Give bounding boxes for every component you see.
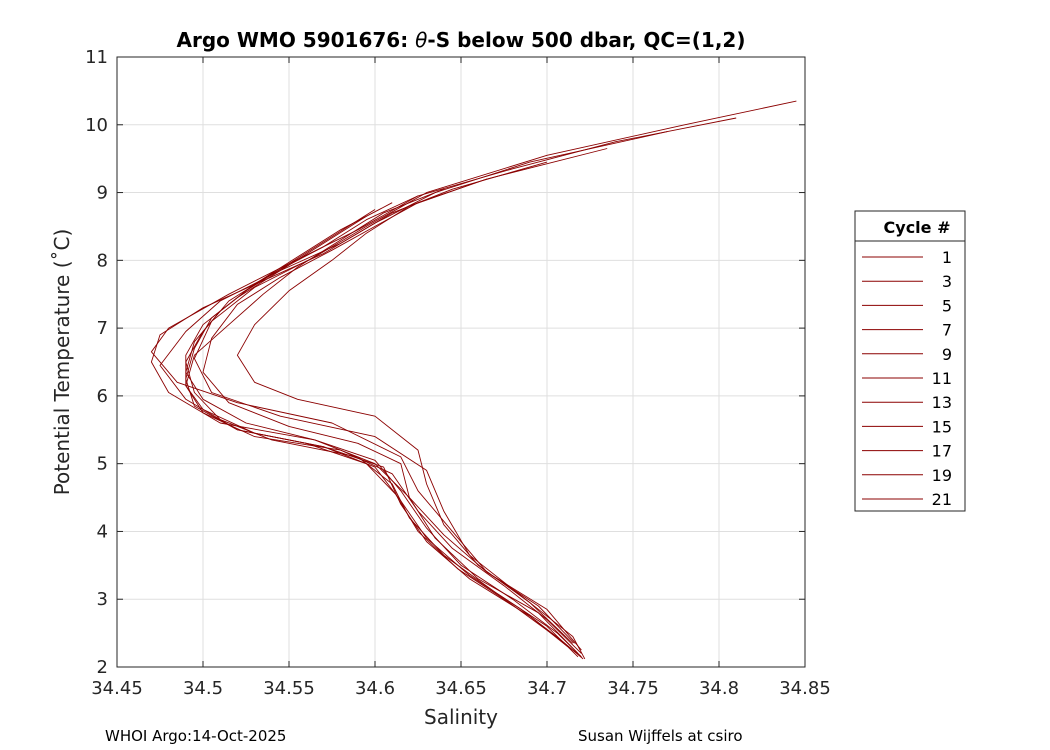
y-tick-label: 3: [97, 589, 108, 610]
y-axis-label: Potential Temperature (˚C): [50, 229, 74, 496]
y-tick-label: 2: [97, 657, 108, 678]
legend-box: [854, 210, 966, 512]
x-tick-label: 34.7: [527, 678, 567, 699]
series-line-cycle-21: [185, 215, 584, 660]
y-tick-label: 10: [85, 115, 108, 136]
y-tick-label: 5: [97, 454, 108, 475]
legend-label-cycle-17: 17: [932, 442, 952, 461]
y-tick-label: 6: [97, 386, 108, 407]
x-tick-label: 34.85: [779, 678, 831, 699]
x-tick-label: 34.65: [435, 678, 487, 699]
legend-title: Cycle #: [884, 218, 951, 237]
legend-label-cycle-1: 1: [942, 248, 952, 267]
legend-label-cycle-9: 9: [942, 345, 952, 364]
footer-left: WHOI Argo:14-Oct-2025: [105, 727, 286, 745]
series-line-cycle-19: [185, 209, 582, 658]
x-tick-label: 34.75: [607, 678, 659, 699]
legend-label-cycle-5: 5: [942, 296, 952, 315]
chart-title: Argo WMO 5901676: θ-S below 500 dbar, QC…: [177, 28, 746, 52]
legend-label-cycle-13: 13: [932, 393, 952, 412]
y-tick-label: 4: [97, 521, 108, 542]
tick-marks: [116, 56, 806, 668]
y-tick-label: 11: [85, 47, 108, 68]
x-tick-label: 34.45: [91, 678, 143, 699]
legend-label-cycle-7: 7: [942, 321, 952, 340]
legend-label-cycle-21: 21: [932, 490, 952, 509]
series-line-cycle-17: [185, 202, 582, 658]
series-line-cycle-7: [236, 148, 608, 644]
x-tick-label: 34.5: [183, 678, 223, 699]
x-axis-label: Salinity: [424, 705, 498, 729]
series-line-cycle-13: [185, 188, 582, 654]
data-lines: [150, 100, 797, 660]
y-tick-label: 8: [97, 250, 108, 271]
legend-label-cycle-3: 3: [942, 272, 952, 291]
legend-label-cycle-15: 15: [932, 417, 952, 436]
legend-label-cycle-19: 19: [932, 466, 952, 485]
y-tick-label: 9: [97, 183, 108, 204]
x-tick-label: 34.6: [355, 678, 395, 699]
y-tick-labels: 2 3 4 5 6 7 8 9 10 11: [85, 47, 108, 678]
x-tick-label: 34.8: [699, 678, 739, 699]
series-line-cycle-3: [150, 117, 737, 651]
y-tick-label: 7: [97, 318, 108, 339]
series-line-cycle-11: [202, 178, 575, 644]
x-tick-label: 34.55: [263, 678, 315, 699]
series-line-cycle-9: [159, 161, 568, 648]
legend-label-cycle-11: 11: [932, 369, 952, 388]
footer-right: Susan Wijffels at csiro: [578, 727, 743, 745]
x-tick-labels: 34.45 34.5 34.55 34.6 34.65 34.7 34.75 34.8 34.8…: [91, 678, 831, 699]
